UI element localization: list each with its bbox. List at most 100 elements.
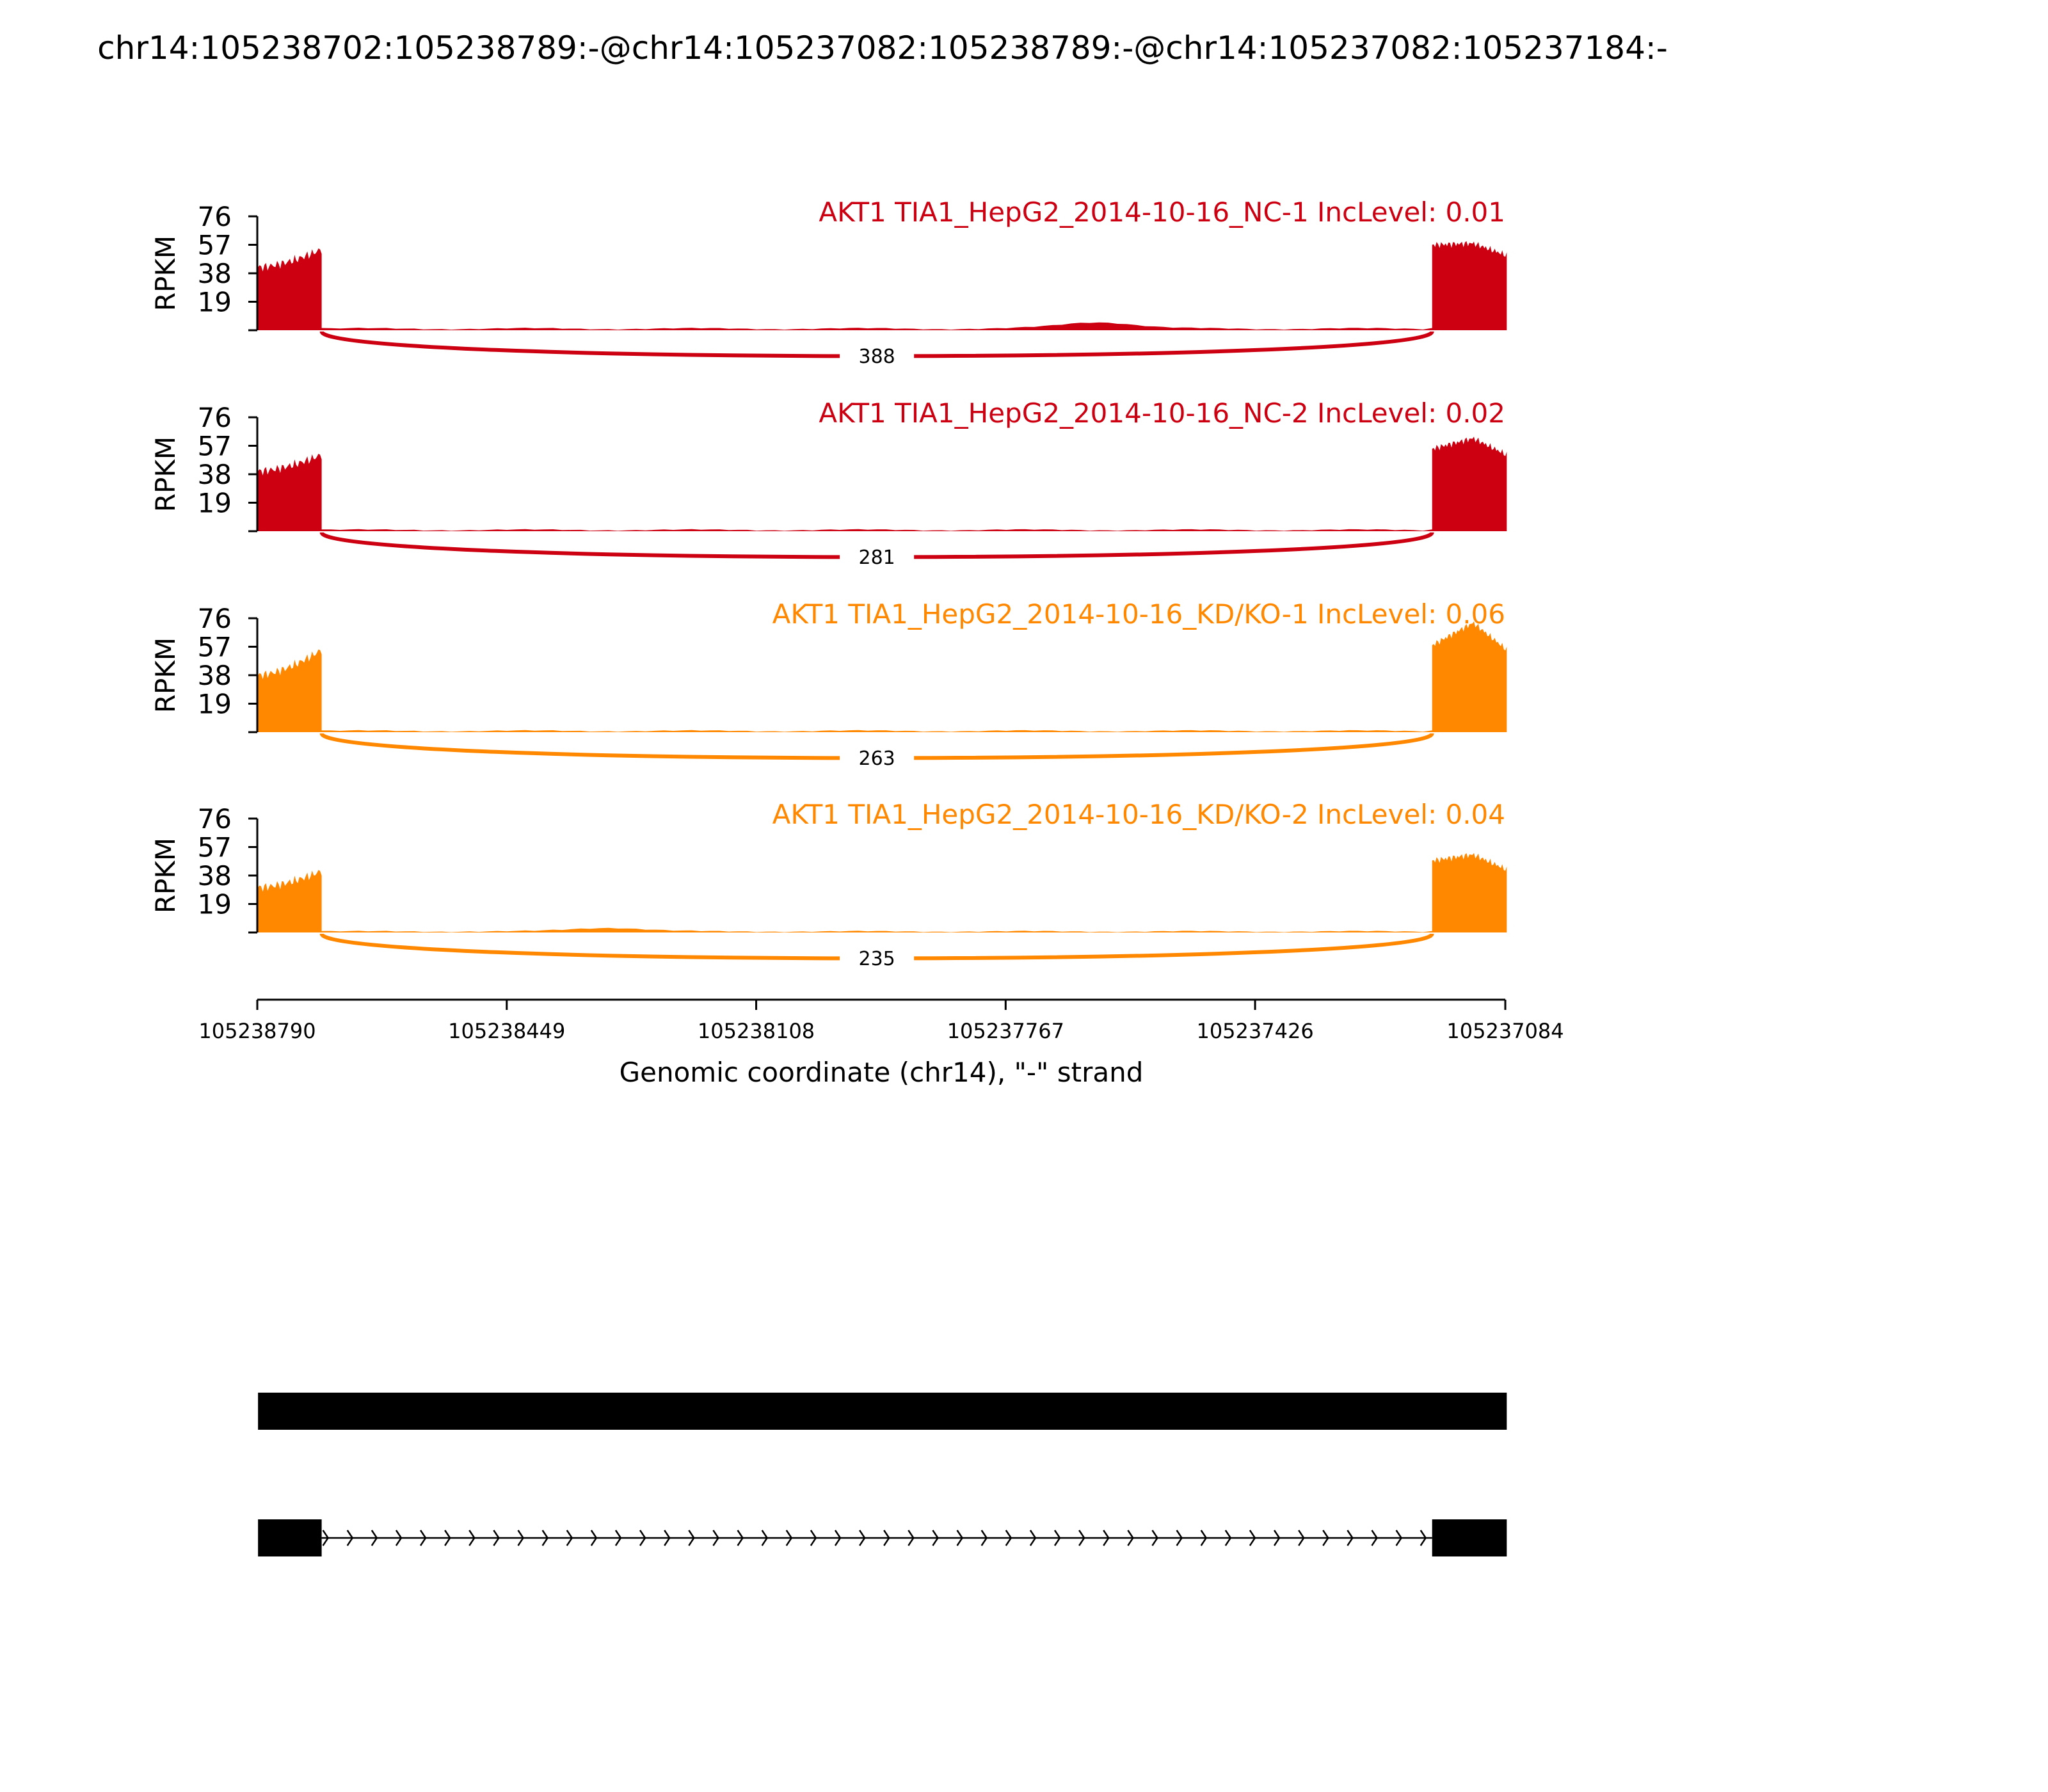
junction-count: 281 [859,547,895,569]
strand-arrow-icon [371,1530,378,1546]
coverage-panel: 388 AKT1 TIA1_HepG2_2014-10-16_NC-1 IncLe… [150,196,1507,370]
series-label: AKT1 TIA1_HepG2_2014-10-16_NC-2 IncLevel… [819,397,1505,429]
strand-arrow-icon [688,1530,695,1546]
strand-arrow-icon [932,1530,939,1546]
y-tick-label: 38 [198,258,232,289]
strand-arrow-icon [444,1530,451,1546]
strand-arrow-icon [1395,1530,1403,1546]
strand-arrow-icon [493,1530,500,1546]
strand-arrow-icon [834,1530,842,1546]
strand-arrow-icon [420,1530,427,1546]
y-tick-label: 19 [198,889,232,920]
junction-label-bg [840,944,915,972]
strand-arrow-icon [590,1530,598,1546]
x-tick-label: 105237426 [1196,1019,1313,1043]
strand-arrow-icon [664,1530,671,1546]
y-axis-label: RPKM [150,236,181,311]
y-tick-label: 76 [198,803,232,835]
junction-count: 263 [859,748,895,770]
junction-label-bg [840,744,915,772]
x-axis-label: Genomic coordinate (chr14), "-" strand [620,1057,1144,1088]
strand-arrow-icon [614,1530,622,1546]
y-tick-label: 19 [198,287,232,318]
strand-arrow-icon [517,1530,524,1546]
y-tick-label: 57 [198,832,232,863]
series-label: AKT1 TIA1_HepG2_2014-10-16_NC-1 IncLevel… [819,196,1505,228]
transcript-exon [258,1519,322,1556]
coverage-area [258,621,1507,732]
strand-arrow-icon [1176,1530,1183,1546]
strand-arrow-icon [1078,1530,1085,1546]
series-label: AKT1 TIA1_HepG2_2014-10-16_KD/KO-1 IncLe… [772,598,1505,630]
strand-arrow-icon [785,1530,793,1546]
strand-arrow-icon [541,1530,549,1546]
junction-count: 388 [859,346,895,368]
y-tick-label: 76 [198,603,232,634]
y-tick-label: 76 [198,201,232,232]
strand-arrow-icon [1029,1530,1037,1546]
strand-arrow-icon [1224,1530,1232,1546]
transcript-models [258,1393,1507,1556]
transcript-exon [1432,1519,1507,1556]
strand-arrow-icon [1347,1530,1354,1546]
strand-arrow-icon [346,1530,354,1546]
y-tick-label: 38 [198,459,232,490]
x-tick-label: 105238449 [448,1019,565,1043]
strand-arrow-icon [395,1530,403,1546]
coverage-area [258,852,1507,932]
strand-arrow-icon [1249,1530,1256,1546]
junction-count: 235 [859,948,895,970]
coverage-area [258,241,1507,330]
strand-arrow-icon [956,1530,964,1546]
y-tick-label: 38 [198,860,232,892]
strand-arrow-icon [1053,1530,1061,1546]
y-axis-label: RPKM [150,436,181,512]
y-tick-label: 19 [198,689,232,720]
x-tick-label: 105237084 [1446,1019,1564,1043]
strand-arrow-icon [761,1530,769,1546]
coverage-area [258,436,1507,531]
coverage-panels: 388 AKT1 TIA1_HepG2_2014-10-16_NC-1 IncLe… [150,196,1507,972]
junction-label-bg [840,342,915,370]
strand-arrow-icon [1103,1530,1110,1546]
strand-arrow-icon [1273,1530,1281,1546]
strand-arrow-icon [810,1530,817,1546]
y-tick-label: 57 [198,632,232,663]
strand-arrow-icon [859,1530,866,1546]
y-tick-label: 57 [198,431,232,462]
strand-arrow-icon [1005,1530,1012,1546]
x-tick-label: 105237767 [947,1019,1064,1043]
coverage-panel: 263 AKT1 TIA1_HepG2_2014-10-16_KD/KO-1 In… [150,598,1507,772]
y-tick-label: 38 [198,660,232,691]
strand-arrow-icon [1371,1530,1378,1546]
x-tick-label: 105238790 [198,1019,316,1043]
strand-arrow-icon [712,1530,719,1546]
strand-arrow-icon [1420,1530,1427,1546]
strand-arrow-icon [566,1530,573,1546]
figure-title: chr14:105238702:105238789:-@chr14:105237… [97,29,1668,67]
junction-label-bg [840,543,915,571]
transcript-exon [258,1393,1507,1430]
strand-arrow-icon [737,1530,744,1546]
strand-arrow-icon [1322,1530,1329,1546]
x-axis: 105238790 105238449 105238108 105237767 1052… [198,998,1564,1088]
coverage-panel: 235 AKT1 TIA1_HepG2_2014-10-16_KD/KO-2 In… [150,799,1507,972]
strand-arrow-icon [639,1530,646,1546]
strand-arrow-icon [908,1530,915,1546]
strand-arrow-icon [1151,1530,1158,1546]
strand-arrow-icon [980,1530,988,1546]
strand-arrow-icon [883,1530,890,1546]
series-label: AKT1 TIA1_HepG2_2014-10-16_KD/KO-2 IncLe… [772,799,1505,830]
strand-arrow-icon [468,1530,476,1546]
strand-arrow-icon [322,1530,330,1546]
y-tick-label: 19 [198,488,232,519]
y-axis-label: RPKM [150,838,181,913]
strand-arrow-icon [1298,1530,1305,1546]
strand-arrow-icon [1127,1530,1134,1546]
y-tick-label: 76 [198,402,232,433]
y-axis-label: RPKM [150,637,181,713]
coverage-panel: 281 AKT1 TIA1_HepG2_2014-10-16_NC-2 IncLe… [150,397,1507,571]
x-tick-label: 105238108 [698,1019,815,1043]
y-tick-label: 57 [198,230,232,261]
